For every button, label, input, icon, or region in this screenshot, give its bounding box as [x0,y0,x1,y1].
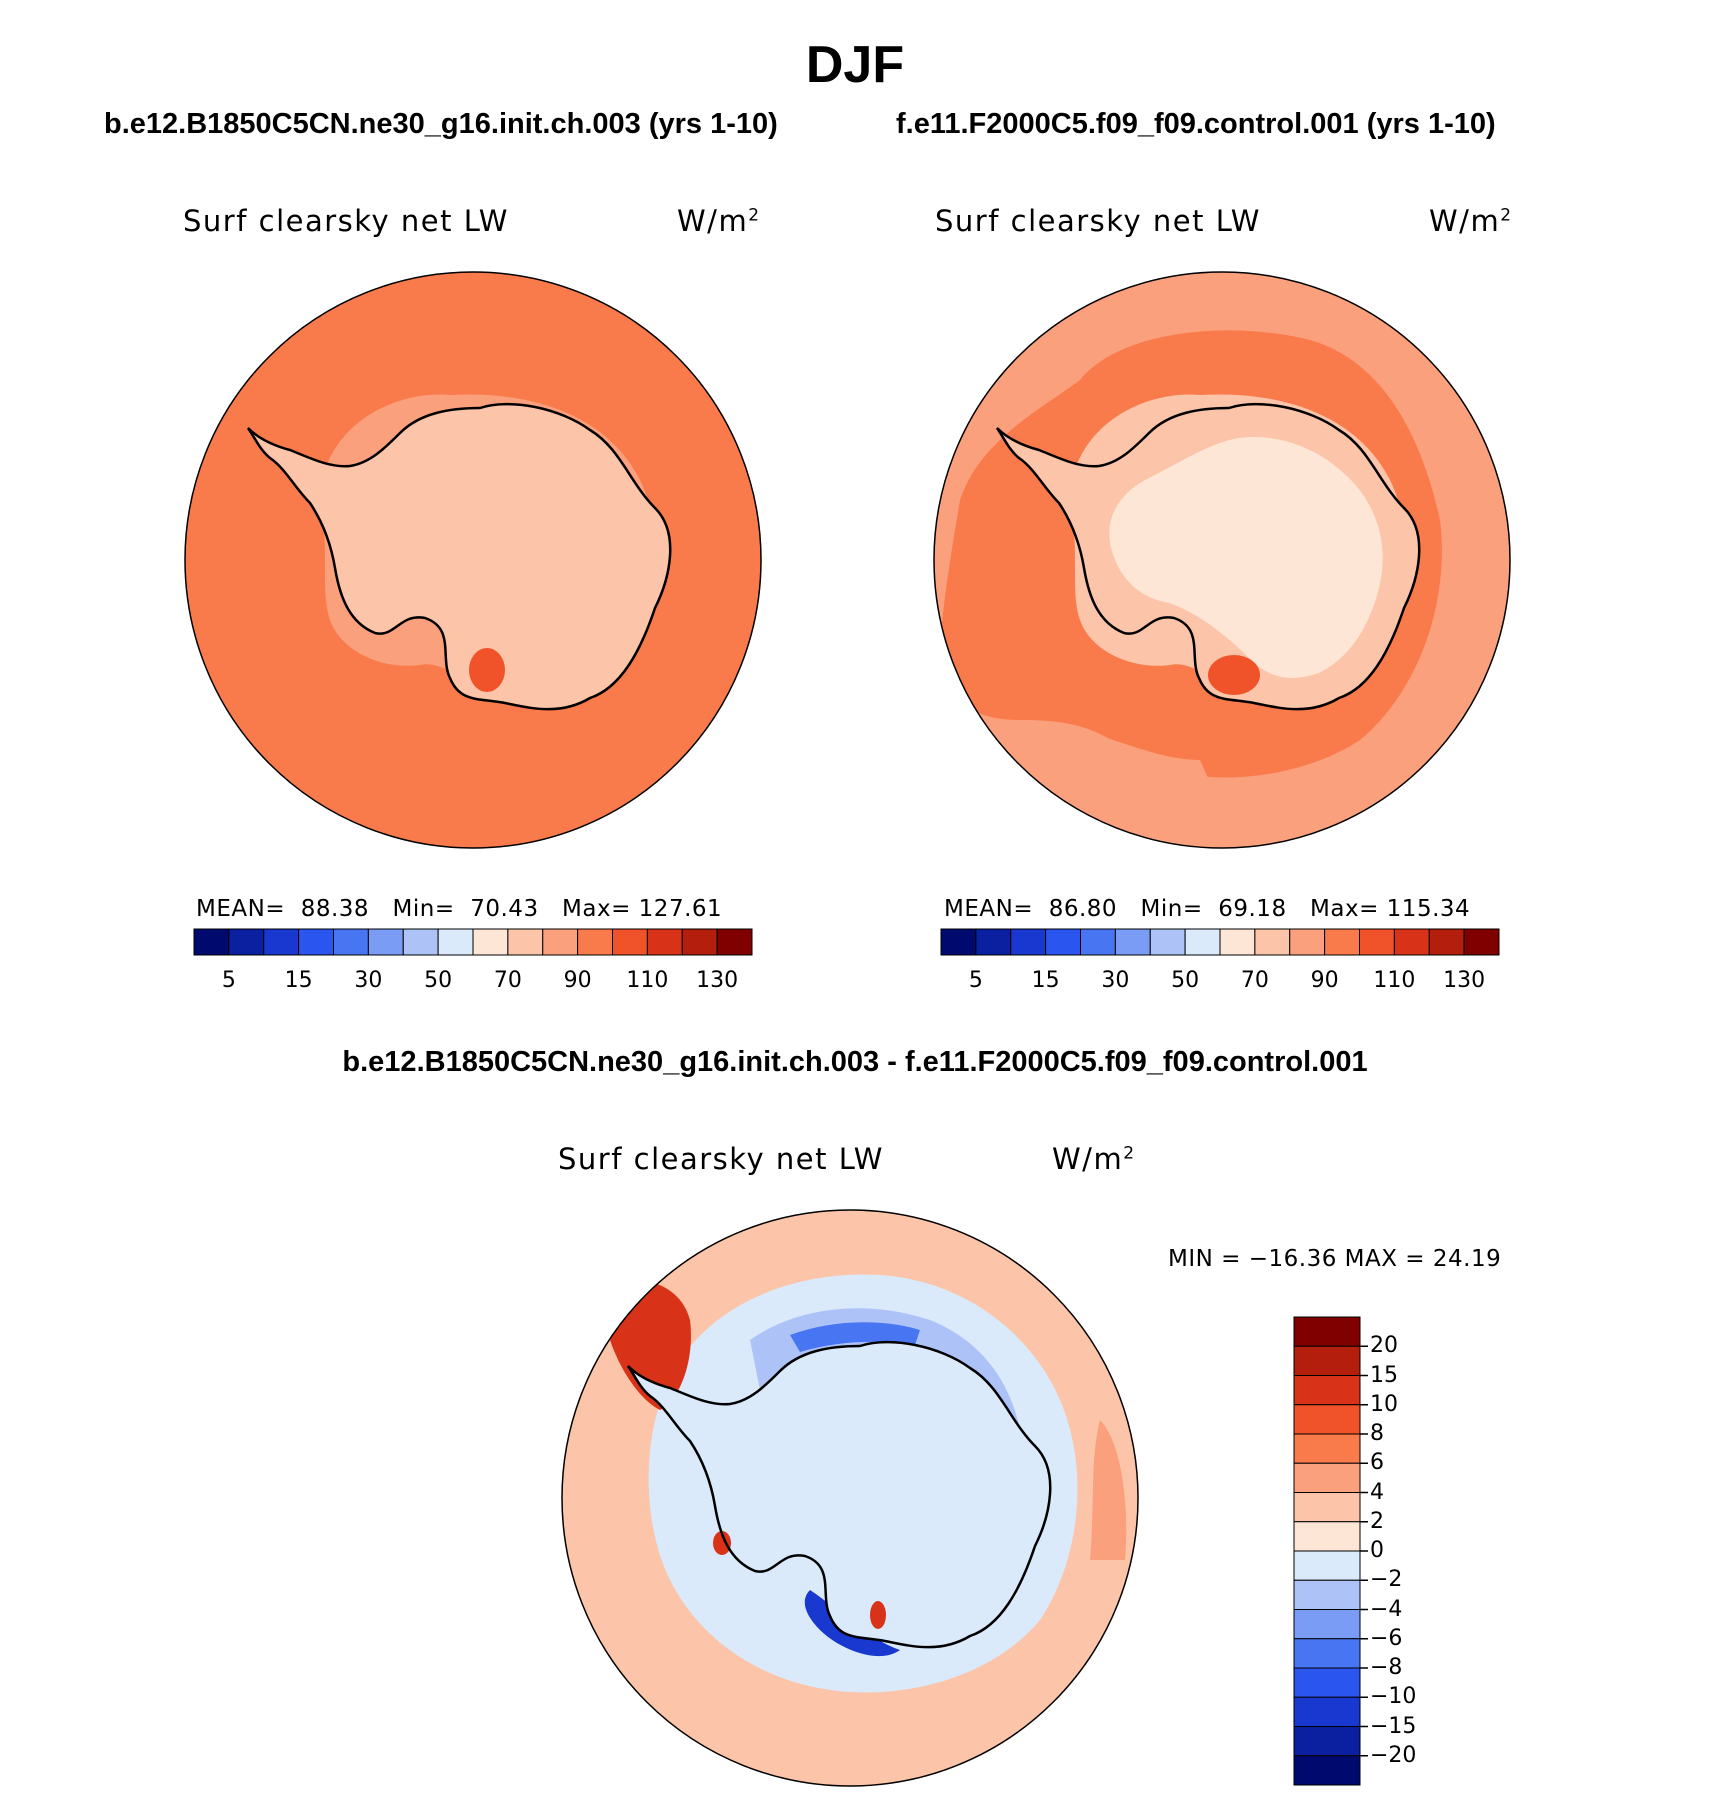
panel1-variable-label: Surf clearsky net LW [183,204,509,238]
colorbar-tick-label: 90 [563,968,592,993]
colorbar-tick-label: 130 [1443,968,1486,993]
colorbar-swatch [1293,1579,1361,1610]
difference-variable-label: Surf clearsky net LW [558,1142,884,1176]
colorbar-swatch [1293,1345,1361,1376]
colorbar-tick-label: 130 [696,968,739,993]
panel1-case-title: b.e12.B1850C5CN.ne30_g16.init.ch.003 (yr… [104,108,778,140]
difference-title: b.e12.B1850C5CN.ne30_g16.init.ch.003 - f… [342,1046,1368,1078]
colorbar-swatch [1293,1462,1361,1493]
colorbar-swatch [437,928,474,956]
colorbar-tick-label: 10 [1370,1391,1398,1417]
panel2-case-title: f.e11.F2000C5.f09_f09.control.001 (yrs 1… [896,108,1496,140]
colorbar-swatch [1254,928,1291,956]
colorbar-tick-label: −10 [1370,1684,1417,1710]
colorbar-tick-label: 5 [968,968,983,993]
colorbar-tick-label: 110 [1373,968,1416,993]
colorbar-tick-label: 90 [1310,968,1339,993]
colorbar-swatch [975,928,1012,956]
colorbar-swatch [1393,928,1430,956]
colorbar-swatch [577,928,613,956]
colorbar-tick-label: 70 [1240,968,1269,993]
colorbar-tick-label: 6 [1370,1450,1384,1476]
colorbar-swatch [1293,1316,1361,1347]
colorbar-swatch [1219,928,1256,956]
colorbar-tick-label: 0 [1370,1538,1384,1563]
colorbar-swatch [1114,928,1151,956]
colorbar-swatch [333,928,369,956]
colorbar-swatch [228,928,265,956]
difference-min-max: MIN = −16.36 MAX = 24.19 [1168,1246,1502,1272]
panel2-stats: MEAN= 86.80 Min= 69.18 Max= 115.34 [944,896,1471,922]
colorbar-tick-label: −20 [1370,1742,1417,1768]
colorbar-tick-label: 2 [1370,1508,1384,1534]
colorbar-swatch [1428,928,1465,956]
colorbar-swatch [1293,1521,1361,1552]
colorbar-tick-label: 4 [1370,1479,1384,1505]
difference-map [562,1210,1138,1786]
colorbar-swatch [716,928,753,956]
figure-title: DJF [805,36,905,94]
colorbar-swatch [646,928,683,956]
panel2-variable-label: Surf clearsky net LW [935,204,1261,238]
colorbar-swatch [367,928,404,956]
colorbar-swatch [542,928,579,956]
colorbar-swatch [1045,928,1081,956]
colorbar-swatch [298,928,334,956]
colorbar-tick-label: −6 [1370,1625,1403,1651]
colorbar-swatch [1293,1404,1361,1435]
colorbar-swatch [1149,928,1186,956]
panel1-map [185,272,761,848]
colorbar-tick-label: 50 [1171,968,1200,993]
colorbar-swatch [1463,928,1500,956]
colorbar-swatch [402,928,439,956]
colorbar-swatch [1184,928,1221,956]
colorbar-swatch [1359,928,1395,956]
colorbar-swatch [1324,928,1360,956]
colorbar-swatch [1289,928,1326,956]
colorbar-tick-label: −15 [1370,1713,1417,1739]
colorbar-swatch [1293,1696,1361,1727]
colorbar-swatch [1080,928,1116,956]
colorbar-swatch [1293,1492,1361,1523]
difference-units-label: W/m2 [1052,1142,1136,1176]
colorbar-tick-label: 15 [1370,1362,1398,1388]
colorbar-tick-label: 70 [493,968,522,993]
colorbar-tick-label: 30 [354,968,383,993]
panel1-stats: MEAN= 88.38 Min= 70.43 Max= 127.61 [196,896,723,922]
colorbar-swatch [1293,1726,1361,1757]
colorbar-swatch [681,928,718,956]
panel2-units-label: W/m2 [1429,204,1513,238]
panel2-colorbar [940,928,1500,956]
panel2-map [934,272,1510,848]
colorbar-tick-label: 8 [1370,1421,1384,1446]
colorbar-tick-label: −2 [1370,1567,1403,1593]
colorbar-swatch [1293,1638,1361,1669]
panel1-units-label: W/m2 [677,204,761,238]
colorbar-swatch [1293,1667,1361,1698]
colorbar-swatch [1293,1433,1361,1464]
colorbar-swatch [940,928,977,956]
colorbar-swatch [507,928,544,956]
colorbar-tick-label: 110 [626,968,669,993]
colorbar-swatch [1293,1550,1361,1581]
colorbar-tick-label: 30 [1101,968,1130,993]
colorbar-swatch [263,928,300,956]
colorbar-swatch [612,928,648,956]
colorbar-swatch [1293,1755,1361,1786]
panel1-colorbar [193,928,753,956]
colorbar-swatch [472,928,509,956]
colorbar-swatch [193,928,230,956]
colorbar-swatch [1010,928,1047,956]
difference-colorbar [1293,1316,1368,1786]
colorbar-tick-label: −8 [1370,1655,1403,1680]
colorbar-tick-label: 5 [221,968,236,993]
colorbar-swatch [1293,1375,1361,1406]
colorbar-tick-label: 15 [1031,968,1060,993]
colorbar-tick-label: 15 [284,968,313,993]
colorbar-tick-label: −4 [1370,1596,1403,1622]
colorbar-tick-label: 20 [1370,1333,1398,1359]
colorbar-tick-label: 50 [424,968,453,993]
colorbar-swatch [1293,1609,1361,1640]
